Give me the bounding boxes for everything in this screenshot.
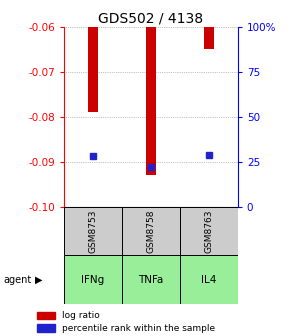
- Text: log ratio: log ratio: [62, 311, 100, 320]
- Title: GDS502 / 4138: GDS502 / 4138: [98, 12, 203, 26]
- Text: TNFa: TNFa: [138, 275, 164, 285]
- Bar: [146, 27, 156, 175]
- Text: IFNg: IFNg: [81, 275, 104, 285]
- Text: IL4: IL4: [201, 275, 217, 285]
- Text: agent: agent: [3, 275, 31, 285]
- Bar: [64, 207, 122, 255]
- Text: ▶: ▶: [35, 275, 43, 285]
- Bar: [64, 255, 122, 304]
- Bar: [204, 27, 214, 49]
- Text: percentile rank within the sample: percentile rank within the sample: [62, 324, 215, 333]
- Bar: [88, 27, 98, 112]
- Text: GSM8753: GSM8753: [88, 209, 97, 253]
- Bar: [180, 255, 238, 304]
- Bar: [37, 312, 55, 319]
- Text: GSM8758: GSM8758: [146, 209, 155, 253]
- Text: GSM8763: GSM8763: [204, 209, 213, 253]
- Bar: [37, 324, 55, 332]
- Bar: [122, 207, 180, 255]
- Bar: [122, 255, 180, 304]
- Bar: [180, 207, 238, 255]
